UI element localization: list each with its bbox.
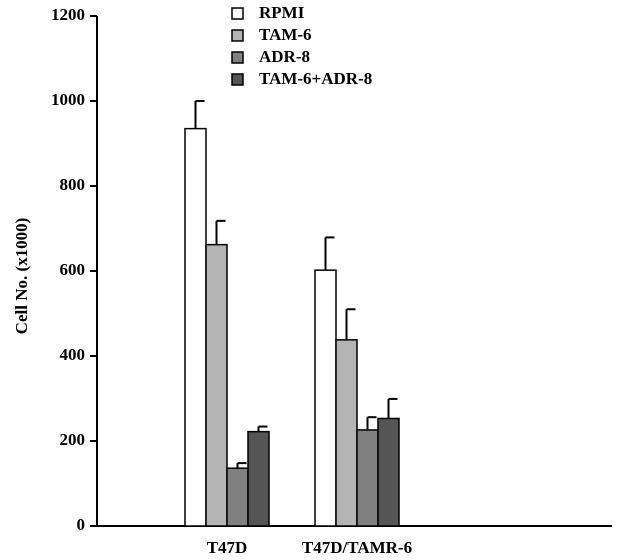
y-tick-label: 600 xyxy=(60,260,86,279)
legend-swatch xyxy=(231,73,244,86)
legend-swatch xyxy=(231,51,244,64)
bar xyxy=(335,339,358,527)
y-tick-label: 200 xyxy=(60,430,86,449)
bar xyxy=(226,467,249,527)
bar xyxy=(184,127,207,527)
legend-swatch xyxy=(231,29,244,42)
error-bars xyxy=(194,100,398,469)
y-axis-ticks: 0 200 400 600 800 1000 1200 xyxy=(51,5,97,534)
y-axis-title: Cell No. (x1000) xyxy=(12,218,31,335)
bar xyxy=(205,243,228,527)
bar xyxy=(356,429,379,527)
y-tick-label: 800 xyxy=(60,175,86,194)
x-category-label: T47D xyxy=(207,538,248,557)
legend-swatch xyxy=(231,7,244,20)
bars xyxy=(184,127,400,527)
legend-label: TAM-6+ADR-8 xyxy=(259,69,372,88)
legend-label: RPMI xyxy=(259,3,305,22)
y-tick-label: 1200 xyxy=(51,5,85,24)
x-category-label: T47D/TAMR-6 xyxy=(302,538,412,557)
y-tick-label: 0 xyxy=(77,515,86,534)
bar xyxy=(314,269,337,527)
legend-label: TAM-6 xyxy=(259,25,312,44)
category-labels: T47D T47D/TAMR-6 xyxy=(207,538,412,557)
bar xyxy=(377,417,400,527)
legend: RPMI TAM-6 ADR-8 TAM-6+ADR-8 xyxy=(231,3,372,88)
legend-label: ADR-8 xyxy=(259,47,310,66)
y-tick-label: 400 xyxy=(60,345,86,364)
bar xyxy=(247,430,270,527)
y-tick-label: 1000 xyxy=(51,90,85,109)
